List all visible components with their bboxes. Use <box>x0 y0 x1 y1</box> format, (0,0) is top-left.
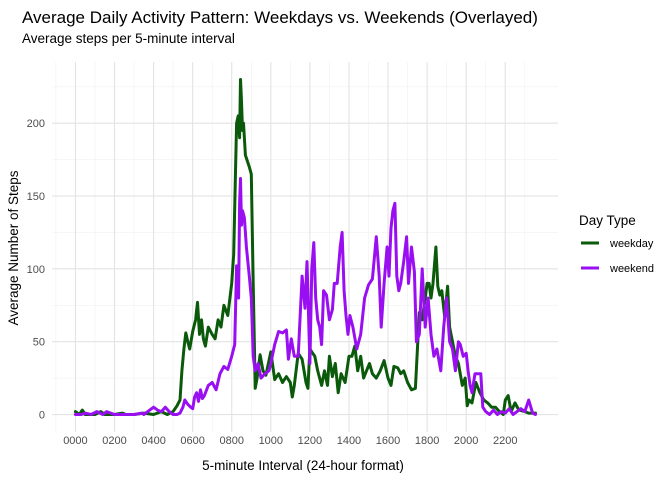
series-line-weekday <box>73 78 537 416</box>
chart-subtitle: Average steps per 5-minute interval <box>22 31 235 46</box>
x-tick-label: 1000 <box>259 435 283 447</box>
series-lines <box>73 78 537 416</box>
x-tick-label: 2200 <box>493 435 517 447</box>
x-tick-label: 1800 <box>415 435 439 447</box>
legend-label-weekend: weekend <box>609 263 654 275</box>
y-tick-label: 50 <box>33 337 45 349</box>
x-tick-label: 0200 <box>102 435 126 447</box>
legend-title: Day Type <box>579 213 636 228</box>
x-tick-label: 0600 <box>180 435 204 447</box>
y-tick-labels: 0 50 100 150 200 <box>27 118 45 421</box>
legend: Day Type weekday weekend <box>579 213 654 275</box>
x-tick-label: 1600 <box>376 435 400 447</box>
x-tick-label: 0800 <box>219 435 243 447</box>
y-axis-title: Average Number of Steps <box>6 170 21 325</box>
y-tick-label: 150 <box>27 191 45 203</box>
series-line-weekend <box>73 177 537 416</box>
x-tick-label: 0000 <box>63 435 87 447</box>
legend-label-weekday: weekday <box>609 238 654 250</box>
x-axis-title: 5-minute Interval (24-hour format) <box>202 458 404 473</box>
y-tick-label: 100 <box>27 264 45 276</box>
x-tick-label: 1400 <box>337 435 361 447</box>
y-tick-label: 200 <box>27 118 45 130</box>
x-tick-label: 1200 <box>298 435 322 447</box>
x-tick-label: 0400 <box>141 435 165 447</box>
x-tick-label: 2000 <box>454 435 478 447</box>
x-tick-labels: 0000 0200 0400 0600 0800 1000 1200 1400 1600 1800… <box>63 435 517 447</box>
chart-title: Average Daily Activity Pattern: Weekdays… <box>22 8 538 27</box>
y-tick-label: 0 <box>39 410 45 422</box>
